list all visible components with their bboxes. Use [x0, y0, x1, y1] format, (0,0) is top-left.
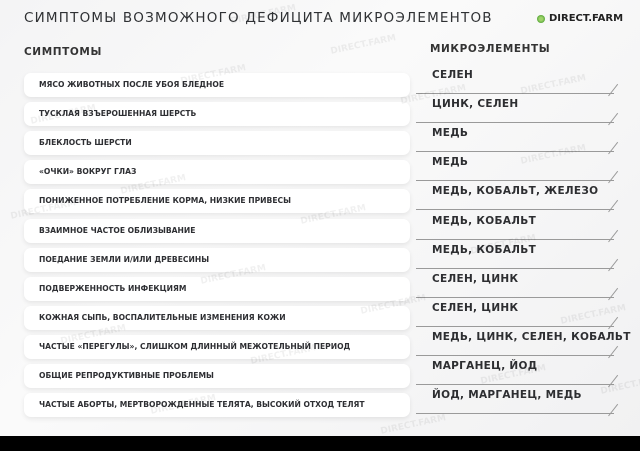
symptom-cell: КОЖНАЯ СЫПЬ, ВОСПАЛИТЕЛЬНЫЕ ИЗМЕНЕНИЯ КО…	[24, 305, 410, 330]
symptom-cell: «ОЧКИ» ВОКРУГ ГЛАЗ	[24, 160, 410, 185]
table-row: БЛЕКЛОСТЬ ШЕРСТИ МЕДЬ	[24, 127, 640, 156]
infographic-card: СИМПТОМЫ ВОЗМОЖНОГО ДЕФИЦИТА МИКРОЭЛЕМЕН…	[0, 0, 640, 437]
elements-cell: СЕЛЕН, ЦИНК	[432, 272, 519, 285]
underline-divider	[416, 413, 614, 415]
slash-divider	[608, 374, 619, 388]
symptom-cell: МЯСО ЖИВОТНЫХ ПОСЛЕ УБОЯ БЛЕДНОЕ	[24, 73, 410, 97]
slash-divider	[608, 403, 619, 417]
elements-cell: МЕДЬ, КОБАЛЬТ	[432, 243, 537, 256]
symptom-cell: ЧАСТЫЕ АБОРТЫ, МЕРТВОРОЖДЕННЫЕ ТЕЛЯТА, В…	[24, 393, 410, 418]
symptom-cell: ЧАСТЫЕ «ПЕРЕГУЛЫ», СЛИШКОМ ДЛИННЫЙ МЕЖОТ…	[24, 334, 410, 359]
table-row: ЧАСТЫЕ АБОРТЫ, МЕРТВОРОЖДЕННЫЕ ТЕЛЯТА, В…	[24, 389, 640, 418]
logo-text: DIRECT.FARM	[549, 13, 624, 24]
elements-cell: СЕЛЕН	[432, 69, 474, 81]
slash-divider	[608, 229, 619, 242]
table-row: КОЖНАЯ СЫПЬ, ВОСПАЛИТЕЛЬНЫЕ ИЗМЕНЕНИЯ КО…	[24, 302, 640, 330]
elements-cell: МЕДЬ	[432, 156, 469, 169]
underline-divider	[416, 122, 614, 124]
underline-divider	[416, 238, 614, 240]
underline-divider	[416, 325, 614, 327]
slash-divider	[608, 112, 619, 126]
symptoms-header: СИМПТОМЫ	[24, 46, 102, 58]
underline-divider	[416, 384, 614, 385]
page-title: СИМПТОМЫ ВОЗМОЖНОГО ДЕФИЦИТА МИКРОЭЛЕМЕН…	[24, 10, 493, 26]
symptom-cell: ВЗАИМНОЕ ЧАСТОЕ ОБЛИЗЫВАНИЕ	[24, 218, 410, 243]
logo: DIRECT.FARM	[537, 13, 623, 24]
underline-divider	[416, 267, 614, 269]
table-row: ОБЩИЕ РЕПРОДУКТИВНЫЕ ПРОБЛЕМЫ МАРГАНЕЦ, …	[24, 360, 640, 388]
elements-cell: МЕДЬ, КОБАЛЬТ	[432, 214, 537, 227]
watermark: DIRECT.FARM	[329, 33, 397, 57]
elements-cell: МЕДЬ, ЦИНК, СЕЛЕН, КОБАЛЬТ	[432, 330, 631, 343]
table-row: ВЗАИМНОЕ ЧАСТОЕ ОБЛИЗЫВАНИЕ МЕДЬ, КОБАЛЬ…	[24, 215, 640, 243]
underline-divider	[416, 151, 614, 153]
table-row: МЯСО ЖИВОТНЫХ ПОСЛЕ УБОЯ БЛЕДНОЕ СЕЛЕН	[24, 69, 640, 97]
elements-cell: ЦИНК, СЕЛЕН	[432, 98, 519, 111]
symptom-cell: ПОДВЕРЖЕННОСТЬ ИНФЕКЦИЯМ	[24, 276, 410, 301]
slash-divider	[608, 287, 619, 300]
table-row: ТУСКЛАЯ ВЗЪЕРОШЕННАЯ ШЕРСТЬ ЦИНК, СЕЛЕН	[24, 98, 640, 127]
elements-header: МИКРОЭЛЕМЕНТЫ	[430, 43, 551, 55]
symptom-cell: ПОЕДАНИЕ ЗЕМЛИ И/ИЛИ ДРЕВЕСИНЫ	[24, 247, 410, 272]
symptom-cell: ПОНИЖЕННОЕ ПОТРЕБЛЕНИЕ КОРМА, НИЗКИЕ ПРИ…	[24, 189, 410, 214]
elements-cell: МЕДЬ, КОБАЛЬТ, ЖЕЛЕЗО	[432, 185, 599, 198]
table-row: ПОНИЖЕННОЕ ПОТРЕБЛЕНИЕ КОРМА, НИЗКИЕ ПРИ…	[24, 185, 640, 214]
logo-leaf-icon	[537, 14, 545, 23]
slash-divider	[608, 142, 619, 155]
table-row: ЧАСТЫЕ «ПЕРЕГУЛЫ», СЛИШКОМ ДЛИННЫЙ МЕЖОТ…	[24, 331, 640, 359]
underline-divider	[416, 180, 614, 182]
slash-divider	[608, 345, 619, 359]
slash-divider	[608, 316, 619, 330]
slash-divider	[608, 200, 619, 213]
elements-cell: МАРГАНЕЦ, ЙОД	[432, 360, 538, 372]
elements-cell: СЕЛЕН, ЦИНК	[432, 301, 519, 314]
underline-divider	[416, 93, 614, 94]
slash-divider	[608, 83, 619, 97]
slash-divider	[608, 258, 619, 271]
symptom-cell: БЛЕКЛОСТЬ ШЕРСТИ	[24, 131, 410, 156]
elements-cell: ЙОД, МАРГАНЕЦ, МЕДЬ	[432, 389, 582, 402]
slash-divider	[608, 171, 619, 184]
table-row: ПОДВЕРЖЕННОСТЬ ИНФЕКЦИЯМ СЕЛЕН, ЦИНК	[24, 273, 640, 301]
underline-divider	[416, 209, 614, 211]
table-row: «ОЧКИ» ВОКРУГ ГЛАЗ МЕДЬ	[24, 156, 640, 185]
table-row: ПОЕДАНИЕ ЗЕМЛИ И/ИЛИ ДРЕВЕСИНЫ МЕДЬ, КОБ…	[24, 244, 640, 272]
elements-cell: МЕДЬ	[432, 127, 469, 140]
underline-divider	[416, 296, 614, 298]
underline-divider	[416, 354, 614, 356]
symptom-cell: ТУСКЛАЯ ВЗЪЕРОШЕННАЯ ШЕРСТЬ	[24, 102, 410, 127]
symptom-cell: ОБЩИЕ РЕПРОДУКТИВНЫЕ ПРОБЛЕМЫ	[24, 364, 410, 388]
